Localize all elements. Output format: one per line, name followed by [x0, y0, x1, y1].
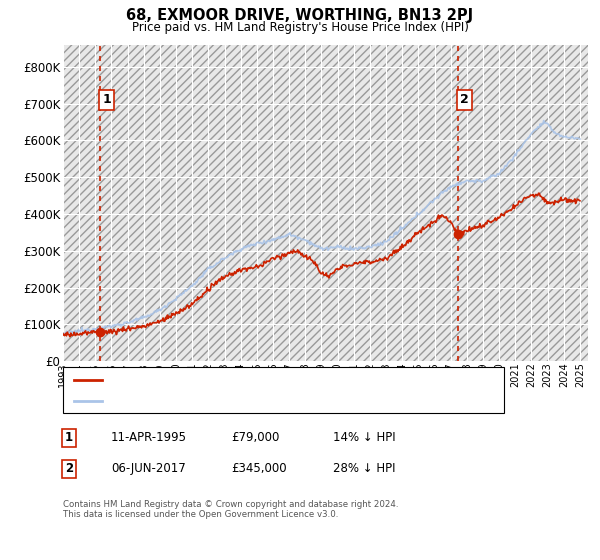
- Text: 2: 2: [65, 462, 73, 475]
- Text: Price paid vs. HM Land Registry's House Price Index (HPI): Price paid vs. HM Land Registry's House …: [131, 21, 469, 34]
- Text: Contains HM Land Registry data © Crown copyright and database right 2024.
This d: Contains HM Land Registry data © Crown c…: [63, 500, 398, 519]
- Text: HPI: Average price, detached house, Worthing: HPI: Average price, detached house, Wort…: [106, 396, 358, 406]
- Text: 68, EXMOOR DRIVE, WORTHING, BN13 2PJ (detached house): 68, EXMOOR DRIVE, WORTHING, BN13 2PJ (de…: [106, 375, 437, 385]
- Text: £79,000: £79,000: [231, 431, 280, 445]
- Text: 11-APR-1995: 11-APR-1995: [111, 431, 187, 445]
- Text: 1: 1: [65, 431, 73, 445]
- Text: £345,000: £345,000: [231, 462, 287, 475]
- Text: 14% ↓ HPI: 14% ↓ HPI: [333, 431, 395, 445]
- Text: 1: 1: [102, 94, 111, 106]
- Text: 68, EXMOOR DRIVE, WORTHING, BN13 2PJ: 68, EXMOOR DRIVE, WORTHING, BN13 2PJ: [127, 8, 473, 24]
- Text: 28% ↓ HPI: 28% ↓ HPI: [333, 462, 395, 475]
- Text: 06-JUN-2017: 06-JUN-2017: [111, 462, 186, 475]
- Text: 2: 2: [460, 94, 469, 106]
